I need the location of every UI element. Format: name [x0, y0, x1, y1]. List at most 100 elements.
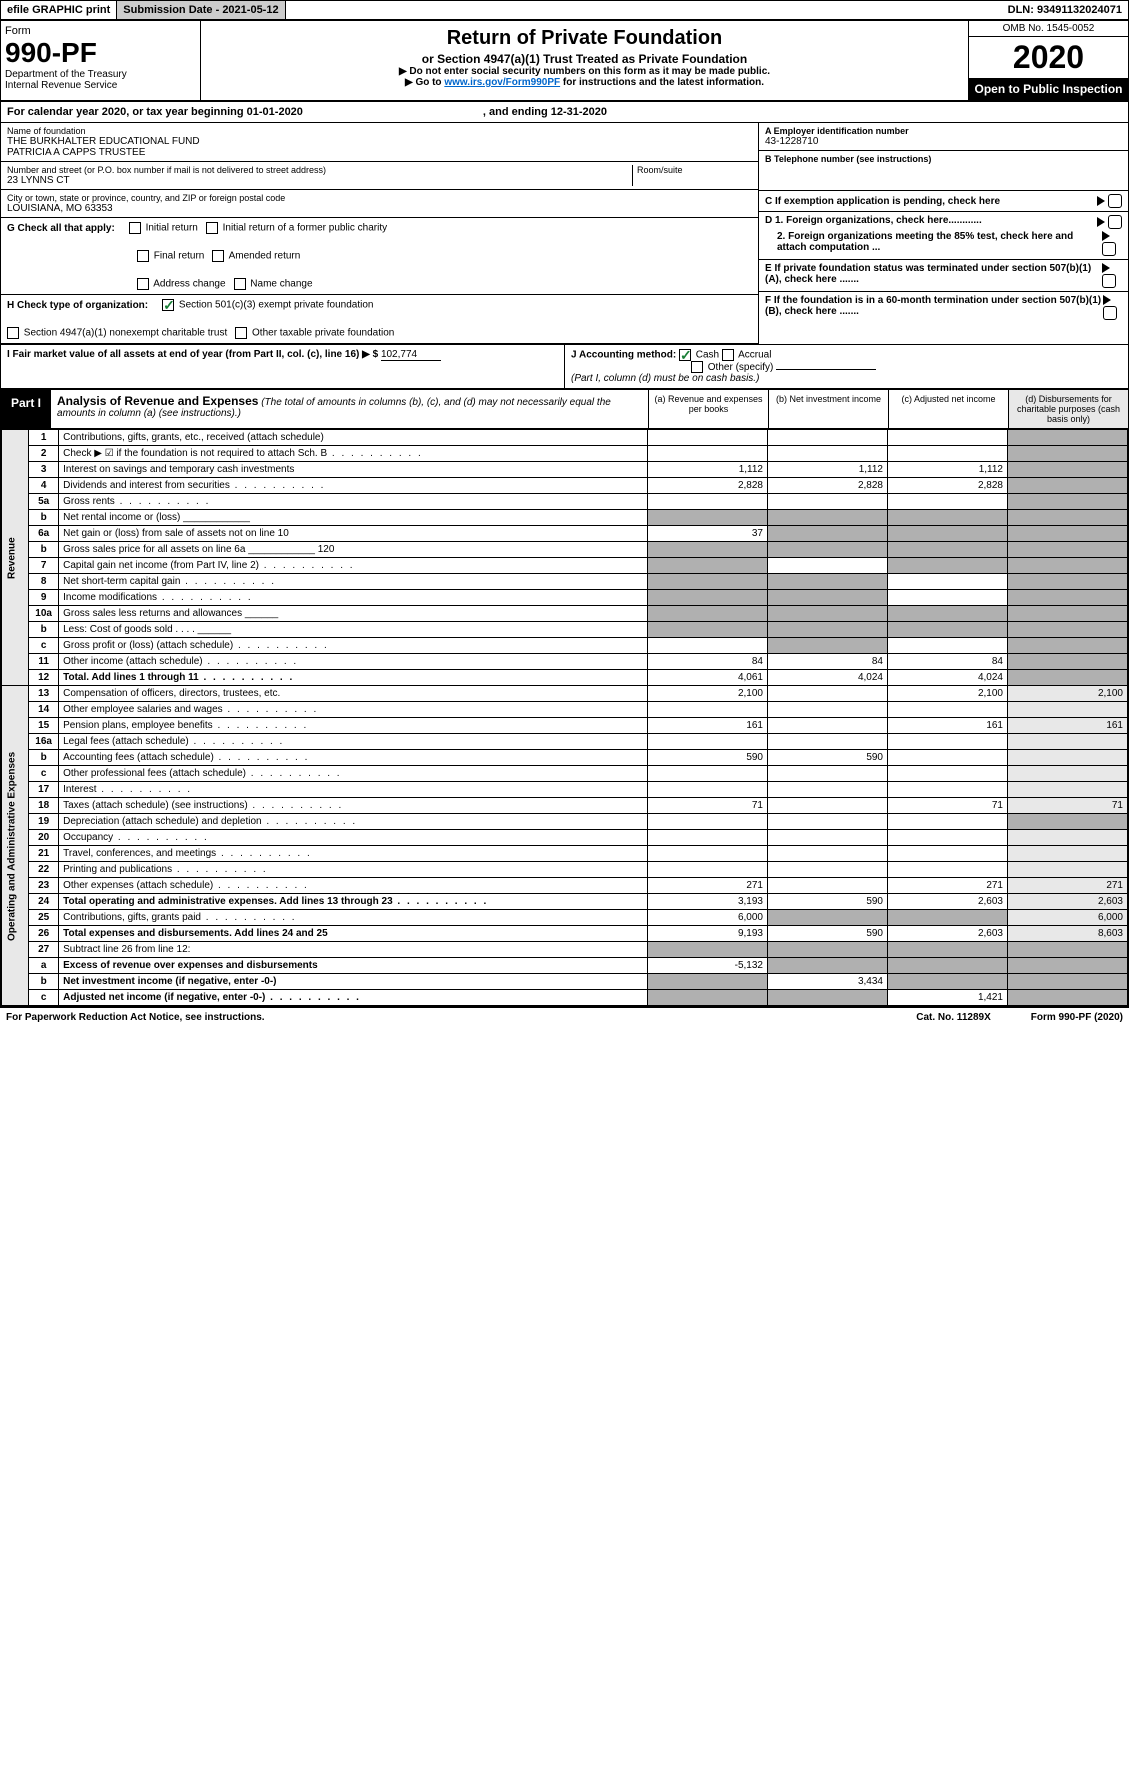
- checkbox-former-charity[interactable]: [206, 222, 218, 234]
- table-row: 26Total expenses and disbursements. Add …: [2, 926, 1128, 942]
- amount-cell: 590: [768, 926, 888, 942]
- checkbox-other-method[interactable]: [691, 361, 703, 373]
- j-label: J Accounting method:: [571, 350, 676, 361]
- amount-cell: [1008, 958, 1128, 974]
- amount-cell: [768, 798, 888, 814]
- checkbox-accrual[interactable]: [722, 349, 734, 361]
- amount-cell: 161: [648, 718, 768, 734]
- ein-label: A Employer identification number: [765, 126, 1122, 136]
- amount-cell: [648, 830, 768, 846]
- amount-cell: 4,061: [648, 670, 768, 686]
- ein-value: 43-1228710: [765, 136, 1122, 147]
- amount-cell: [888, 606, 1008, 622]
- checkbox-other-taxable[interactable]: [235, 327, 247, 339]
- address: 23 LYNNS CT: [7, 175, 632, 186]
- checkbox-d1[interactable]: [1108, 215, 1122, 229]
- amount-cell: [648, 574, 768, 590]
- f-label: F If the foundation is in a 60-month ter…: [765, 295, 1103, 320]
- amount-cell: [888, 958, 1008, 974]
- amount-cell: [768, 590, 888, 606]
- amount-cell: [1008, 478, 1128, 494]
- row-description: Total expenses and disbursements. Add li…: [59, 926, 648, 942]
- amount-cell: [768, 494, 888, 510]
- submission-date: Submission Date - 2021-05-12: [117, 1, 285, 19]
- row-description: Net investment income (if negative, ente…: [59, 974, 648, 990]
- table-row: 8Net short-term capital gain: [2, 574, 1128, 590]
- checkbox-name-change[interactable]: [234, 278, 246, 290]
- part1-header: Part I Analysis of Revenue and Expenses …: [1, 390, 1128, 429]
- amount-cell: 161: [888, 718, 1008, 734]
- checkbox-501c3[interactable]: [162, 299, 174, 311]
- amount-cell: [648, 590, 768, 606]
- row-number: 3: [29, 462, 59, 478]
- amount-cell: [1008, 734, 1128, 750]
- amount-cell: [648, 446, 768, 462]
- amount-cell: [768, 862, 888, 878]
- revenue-table: Revenue1Contributions, gifts, grants, et…: [1, 429, 1128, 1006]
- amount-cell: [1008, 430, 1128, 446]
- row-description: Less: Cost of goods sold . . . . ______: [59, 622, 648, 638]
- row-number: c: [29, 990, 59, 1006]
- row-number: 21: [29, 846, 59, 862]
- checkbox-c[interactable]: [1108, 194, 1122, 208]
- paperwork-notice: For Paperwork Reduction Act Notice, see …: [6, 1012, 265, 1023]
- amount-cell: [888, 574, 1008, 590]
- i-value: 102,774: [381, 349, 441, 361]
- amount-cell: [1008, 462, 1128, 478]
- amount-cell: [768, 446, 888, 462]
- table-row: bNet investment income (if negative, ent…: [2, 974, 1128, 990]
- row-number: b: [29, 750, 59, 766]
- checkbox-f[interactable]: [1103, 306, 1117, 320]
- amount-cell: [1008, 750, 1128, 766]
- row-description: Net short-term capital gain: [59, 574, 648, 590]
- amount-cell: [1008, 654, 1128, 670]
- amount-cell: 37: [648, 526, 768, 542]
- amount-cell: 1,421: [888, 990, 1008, 1006]
- table-row: cGross profit or (loss) (attach schedule…: [2, 638, 1128, 654]
- amount-cell: -5,132: [648, 958, 768, 974]
- checkbox-final-return[interactable]: [137, 250, 149, 262]
- amount-cell: 1,112: [648, 462, 768, 478]
- amount-cell: 2,828: [888, 478, 1008, 494]
- amount-cell: [648, 430, 768, 446]
- checkbox-4947[interactable]: [7, 327, 19, 339]
- irs-link[interactable]: www.irs.gov/Form990PF: [444, 77, 560, 88]
- row-description: Occupancy: [59, 830, 648, 846]
- amount-cell: [1008, 830, 1128, 846]
- checkbox-e[interactable]: [1102, 274, 1116, 288]
- row-description: Accounting fees (attach schedule): [59, 750, 648, 766]
- amount-cell: 1,112: [768, 462, 888, 478]
- row-number: 20: [29, 830, 59, 846]
- part1-title: Analysis of Revenue and Expenses (The to…: [51, 390, 648, 428]
- row-description: Excess of revenue over expenses and disb…: [59, 958, 648, 974]
- table-row: 24Total operating and administrative exp…: [2, 894, 1128, 910]
- instr-1: ▶ Do not enter social security numbers o…: [207, 66, 962, 77]
- arrow-icon: [1102, 231, 1110, 241]
- row-number: c: [29, 638, 59, 654]
- amount-cell: [888, 846, 1008, 862]
- col-c-header: (c) Adjusted net income: [888, 390, 1008, 428]
- amount-cell: [768, 574, 888, 590]
- amount-cell: [888, 446, 1008, 462]
- amount-cell: [648, 862, 768, 878]
- page-footer: For Paperwork Reduction Act Notice, see …: [0, 1007, 1129, 1027]
- amount-cell: [648, 974, 768, 990]
- checkbox-d2[interactable]: [1102, 242, 1116, 256]
- amount-cell: [768, 878, 888, 894]
- room-label: Room/suite: [637, 165, 752, 175]
- checkbox-address-change[interactable]: [137, 278, 149, 290]
- amount-cell: 590: [768, 750, 888, 766]
- amount-cell: [768, 606, 888, 622]
- amount-cell: [888, 702, 1008, 718]
- row-description: Dividends and interest from securities: [59, 478, 648, 494]
- amount-cell: [888, 590, 1008, 606]
- row-description: Printing and publications: [59, 862, 648, 878]
- row-description: Gross sales price for all assets on line…: [59, 542, 648, 558]
- checkbox-initial-return[interactable]: [129, 222, 141, 234]
- table-row: 11Other income (attach schedule)848484: [2, 654, 1128, 670]
- amount-cell: [768, 622, 888, 638]
- checkbox-amended[interactable]: [212, 250, 224, 262]
- col-b-header: (b) Net investment income: [768, 390, 888, 428]
- city-label: City or town, state or province, country…: [7, 193, 752, 203]
- checkbox-cash[interactable]: [679, 349, 691, 361]
